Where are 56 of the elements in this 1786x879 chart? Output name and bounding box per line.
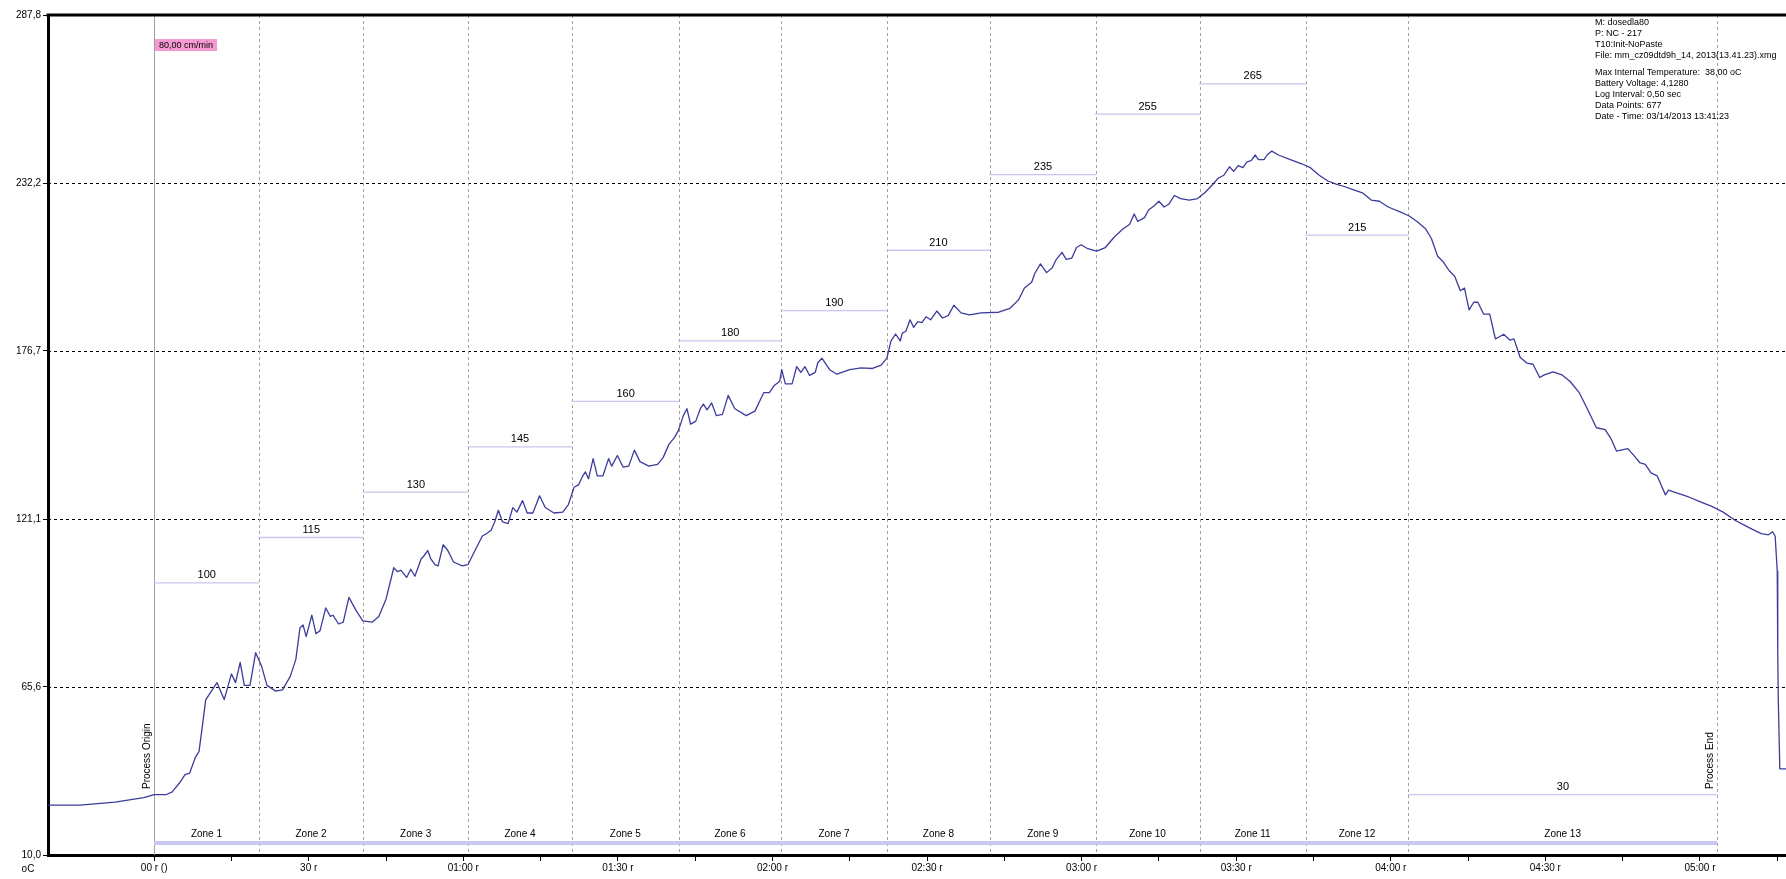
x-tick-label: 05:00 r: [1684, 861, 1717, 873]
y-tick-label: 176,7: [15, 344, 42, 356]
ref-line-label: Process End: [1704, 732, 1716, 789]
annotation: Zone 5: [609, 827, 642, 839]
annotation: 80,00 cm/min: [159, 39, 214, 50]
data-label: 100: [197, 568, 216, 581]
annotation: Zone 2: [295, 827, 328, 839]
x-tick-label: 01:00 r: [447, 861, 480, 873]
x-tick-label: 03:00 r: [1066, 861, 1098, 873]
annotation: Zone 10: [1129, 827, 1167, 839]
x-tick-label: 04:00 r: [1375, 861, 1408, 873]
data-label: 210: [929, 235, 948, 248]
x-tick-label: 04:30 r: [1529, 861, 1562, 873]
x-tick-label: 30 r: [300, 861, 319, 873]
data-label: 215: [1348, 220, 1367, 233]
annotation: Zone 9: [1027, 827, 1059, 839]
data-label: 160: [616, 386, 635, 399]
ref-line-label: Process Origin: [141, 723, 153, 789]
data-label: 180: [721, 326, 740, 339]
annotation: Log Interval: 0,50 sec: [1595, 89, 1682, 100]
annotation: T10:Init-NoPaste: [1595, 39, 1663, 50]
annotation: Battery Voltage: 4,1280: [1595, 78, 1689, 89]
x-tick-label: 02:30 r: [911, 861, 944, 873]
y-tick-label: 10,0: [21, 848, 42, 860]
data-label: 115: [302, 523, 321, 536]
annotation: Date - Time: 03/14/2013 13:41:23: [1595, 111, 1730, 122]
annotation: Zone 8: [922, 827, 955, 839]
y-axis-title: oC: [21, 862, 35, 874]
annotation: Zone 4: [504, 827, 536, 839]
annotation: Zone 13: [1544, 827, 1582, 839]
y-tick-label: 65,6: [21, 680, 42, 692]
data-label: 235: [1033, 160, 1053, 173]
annotation: P: NC - 217: [1595, 28, 1643, 39]
y-tick-label: 121,1: [15, 512, 42, 524]
annotation: M: dosedla80: [1595, 17, 1650, 28]
annotation: Zone 6: [714, 827, 746, 839]
x-tick-label: 01:30 r: [602, 861, 635, 873]
x-tick-label: 03:30 r: [1220, 861, 1253, 873]
annotation: Zone 1: [190, 827, 223, 839]
data-label: 265: [1243, 69, 1262, 82]
annotation: Zone 11: [1234, 827, 1272, 839]
data-label: 255: [1138, 99, 1157, 112]
annotation: Data Points: 677: [1595, 100, 1662, 111]
annotation: Zone 7: [818, 827, 851, 839]
annotation: File: mm_cz09dtd9h_14, 2013(13.41.23).xmg: [1595, 50, 1777, 61]
y-tick-label: 232,2: [15, 176, 42, 188]
data-label: 30: [1556, 780, 1570, 793]
data-label: 145: [510, 432, 530, 445]
x-tick-label: 02:00 r: [756, 861, 789, 873]
y-tick-label: 287,8: [15, 8, 42, 20]
annotation: Max Internal Temperature: 38,00 oC: [1595, 67, 1742, 78]
annotation: Zone 12: [1338, 827, 1376, 839]
x-tick-label: 00 r (): [140, 861, 168, 873]
data-label: 190: [825, 296, 844, 309]
data-label: 130: [406, 477, 426, 490]
annotation: Zone 3: [400, 827, 432, 839]
